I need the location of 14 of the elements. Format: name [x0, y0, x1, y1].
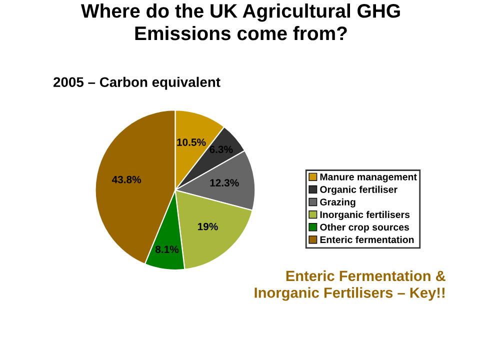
text: Enteric Fermentation & Inorganic Fertilisers – Key!! — [254, 270, 446, 301]
legend-label: Organic fertiliser — [320, 186, 398, 195]
legend-label: Manure management — [320, 174, 417, 182]
data-label: 10.5% — [177, 138, 206, 146]
legend-label: Inorganic fertilisers — [320, 210, 410, 220]
legend-label: Enteric fermentation — [320, 236, 414, 244]
chart-subtitle: 2005 – Carbon equivalent — [54, 76, 220, 90]
data-label: 12.3% — [210, 179, 239, 186]
legend-label: Other crop sources — [320, 223, 410, 233]
data-label: 43.8% — [112, 176, 142, 184]
data-label: 19% — [198, 222, 218, 230]
legend-label: Grazing — [320, 198, 356, 208]
data-label: 8.1% — [155, 246, 179, 254]
chart-title: Where do the UK Agricultural GHG Emissions come from? — [80, 4, 400, 40]
